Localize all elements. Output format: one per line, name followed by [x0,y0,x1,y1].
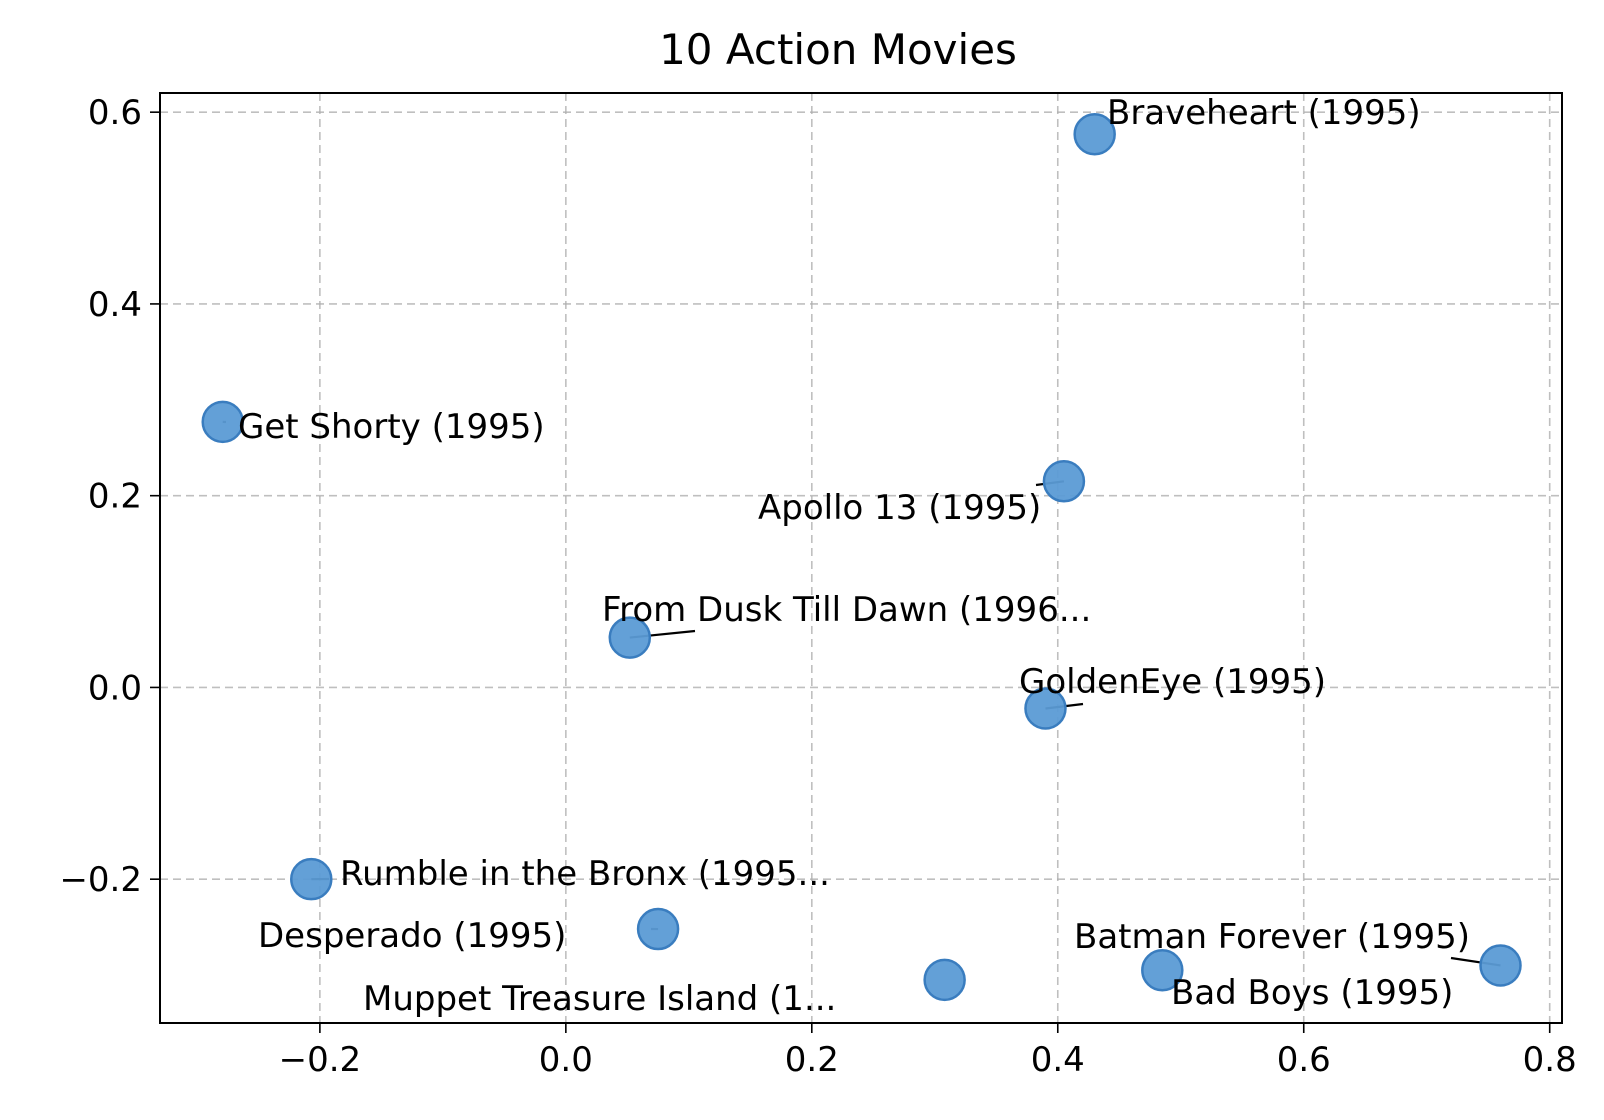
point-label: Get Shorty (1995) [238,407,545,447]
point-label: Bad Boys (1995) [1171,973,1453,1013]
data-point [1481,945,1521,985]
point-label: Apollo 13 (1995) [758,488,1041,528]
point-labels: Braveheart (1995) Get Shorty (1995) Apollo… [238,93,1470,1019]
y-tick-label: −0.2 [59,860,142,900]
data-point [291,859,331,899]
x-tick-label: 0.0 [539,1040,593,1080]
x-tick-label: 0.4 [1031,1040,1085,1080]
y-tick-label: 0.6 [88,93,142,133]
chart-title: 10 Action Movies [659,25,1017,74]
data-point [1044,461,1084,501]
y-tick-label: 0.0 [88,668,142,708]
x-tick-label: 0.8 [1523,1040,1577,1080]
point-label: Braveheart (1995) [1107,93,1421,133]
x-tick-label: −0.2 [279,1040,362,1080]
point-label: GoldenEye (1995) [1019,662,1326,702]
point-label: Muppet Treasure Island (1... [363,979,836,1019]
y-tick-label: 0.2 [88,477,142,517]
data-point [925,960,965,1000]
point-label: Batman Forever (1995) [1074,917,1470,957]
point-label: Desperado (1995) [258,916,566,956]
point-label: Rumble in the Bronx (1995... [340,854,830,894]
x-tick-label: 0.2 [785,1040,839,1080]
point-label: From Dusk Till Dawn (1996... [602,590,1091,630]
data-point [203,402,243,442]
data-point [638,909,678,949]
x-tick-label: 0.6 [1277,1040,1331,1080]
y-tick-label: 0.4 [88,285,142,325]
